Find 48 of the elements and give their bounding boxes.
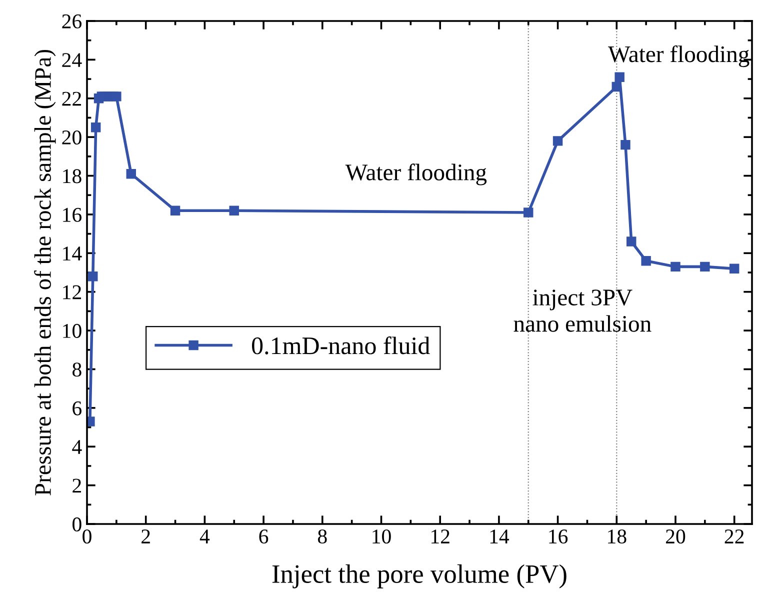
- y-tick-label: 20: [62, 130, 82, 145]
- x-tick-label: 16: [549, 530, 568, 544]
- y-tick-label: 0: [72, 517, 82, 532]
- point: [612, 82, 622, 92]
- point: [90, 122, 101, 132]
- y-tick-label: 24: [62, 53, 82, 67]
- x-tick-label: 20: [666, 529, 686, 544]
- y-tick-label: 22: [62, 92, 81, 106]
- point: [626, 236, 636, 246]
- point: [552, 136, 563, 146]
- point: [524, 208, 534, 218]
- point: [88, 272, 98, 282]
- x-axis-title: Inject the pore volume (PV): [272, 564, 566, 588]
- y-tick-label: 26: [62, 14, 82, 28]
- point: [620, 140, 630, 150]
- x-tick-label: 12: [432, 530, 450, 544]
- annotation: inject 3PV nano emulsion: [514, 290, 652, 332]
- y-tick-label: 8: [72, 362, 82, 377]
- y-tick-label: 4: [72, 440, 82, 454]
- x-tick-label: 0: [82, 529, 92, 544]
- point: [614, 72, 624, 82]
- x-tick-label: 6: [259, 530, 268, 544]
- x-tick-label: 22: [724, 530, 744, 544]
- point: [112, 92, 122, 102]
- point: [126, 168, 136, 179]
- x-tick-label: 18: [608, 529, 626, 544]
- y-tick-label: 14: [63, 246, 82, 260]
- y-tick-label: 12: [63, 285, 81, 300]
- annotation: Water flooding: [345, 164, 487, 186]
- y-tick-label: 2: [72, 478, 81, 493]
- point: [641, 256, 651, 266]
- x-tick-label: 14: [490, 530, 510, 544]
- y-tick-label: 6: [72, 401, 82, 416]
- x-tick-label: 8: [318, 529, 327, 544]
- y-tick-label: 16: [63, 208, 82, 222]
- annotation: Water flooding: [608, 45, 750, 68]
- y-axis-title: Pressure at both ends of the rock sample (MPa): [34, 50, 56, 496]
- x-tick-label: 10: [372, 529, 391, 544]
- point: [729, 264, 740, 274]
- x-tick-label: 2: [142, 530, 150, 544]
- y-tick-label: 10: [63, 324, 82, 338]
- point: [229, 206, 239, 216]
- point: [170, 206, 180, 216]
- legend-label: 0.1mD-nano fluid: [252, 336, 430, 354]
- x-tick-label: 4: [200, 530, 210, 544]
- point: [670, 262, 680, 272]
- y-tick-label: 18: [63, 169, 82, 184]
- point: [700, 262, 710, 272]
